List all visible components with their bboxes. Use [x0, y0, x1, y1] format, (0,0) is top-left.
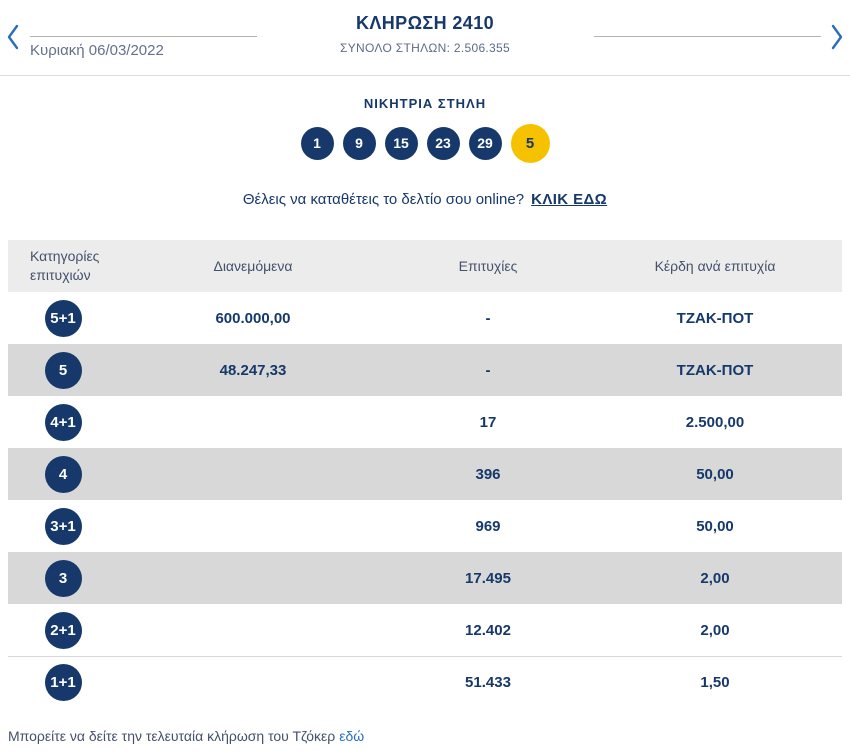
- prize-cell: 50,00: [696, 517, 734, 535]
- col-header-distributed: Διανεμόμενα: [213, 258, 293, 274]
- wins-cell: 17.495: [465, 569, 511, 587]
- cta-line: Θέλεις να καταθέτεις το δελτίο σου onlin…: [0, 191, 850, 208]
- wins-cell: 51.433: [465, 674, 511, 691]
- table-row: 2+1 12.402 2,00: [8, 604, 842, 656]
- number-ball: 1: [300, 126, 334, 160]
- next-arrow-icon[interactable]: [829, 24, 845, 50]
- prev-arrow-icon[interactable]: [5, 24, 21, 50]
- col-header-categories: Κατηγορίες επιτυχιών: [30, 248, 100, 283]
- cta-text: Θέλεις να καταθέτεις το δελτίο σου onlin…: [242, 191, 525, 208]
- category-badge: 4+1: [44, 403, 82, 441]
- number-ball: 23: [426, 126, 460, 160]
- wins-cell: 396: [475, 465, 501, 483]
- draw-header: ΚΛΗΡΩΣΗ 2410 ΣΥΝΟΛΟ ΣΤΗΛΩΝ: 2.506.355 Κυ…: [0, 0, 850, 76]
- col-header-prize: Κέρδη ανά επιτυχία: [654, 258, 776, 274]
- footer-text: Μπορείτε να δείτε την τελευταία κλήρωση …: [8, 728, 336, 744]
- cta-link[interactable]: ΚΛΙΚ ΕΔΩ: [531, 191, 608, 208]
- total-columns-label: ΣΥΝΟΛΟ ΣΤΗΛΩΝ: 2.506.355: [340, 41, 510, 55]
- table-row: 4+1 17 2.500,00: [8, 396, 842, 448]
- table-row: 3+1 969 50,00: [8, 500, 842, 552]
- draw-title: ΚΛΗΡΩΣΗ 2410: [355, 13, 495, 33]
- wins-cell: -: [485, 309, 491, 327]
- winning-column-title: ΝΙΚΗΤΡΙΑ ΣΤΗΛΗ: [363, 96, 487, 111]
- category-badge: 2+1: [44, 611, 82, 649]
- wins-cell: 969: [475, 517, 501, 535]
- wins-cell: 17: [479, 413, 497, 431]
- table-row: 4 396 50,00: [8, 448, 842, 500]
- category-badge: 5: [44, 351, 82, 389]
- results-table: Κατηγορίες επιτυχιών Διανεμόμενα Επιτυχί…: [8, 240, 842, 708]
- footer: Μπορείτε να δείτε την τελευταία κλήρωση …: [8, 728, 842, 744]
- wins-cell: -: [485, 361, 491, 379]
- col-header-wins: Επιτυχίες: [458, 258, 518, 274]
- distributed-cell: 600.000,00: [215, 309, 291, 327]
- prize-cell: 2,00: [700, 621, 730, 639]
- wins-cell: 12.402: [465, 621, 511, 639]
- draw-date: Κυριακή 06/03/2022: [30, 42, 164, 59]
- category-badge: 4: [44, 455, 82, 493]
- prize-cell: 2,00: [700, 569, 730, 587]
- joker-ball: 5: [510, 123, 550, 163]
- winning-numbers: 1 9 15 23 29 5: [0, 123, 850, 163]
- table-header-row: Κατηγορίες επιτυχιών Διανεμόμενα Επιτυχί…: [8, 240, 842, 292]
- prize-cell: 1,50: [700, 674, 730, 691]
- category-badge: 5+1: [44, 299, 82, 337]
- category-badge: 3: [44, 559, 82, 597]
- number-ball: 29: [468, 126, 502, 160]
- prize-cell: 50,00: [696, 465, 734, 483]
- divider-line-right: [594, 36, 821, 37]
- table-row: 3 17.495 2,00: [8, 552, 842, 604]
- category-badge: 3+1: [44, 507, 82, 545]
- number-ball: 15: [384, 126, 418, 160]
- number-ball: 9: [342, 126, 376, 160]
- prize-cell: ΤΖΑΚ-ΠΟΤ: [676, 309, 754, 327]
- divider-line-left: [30, 36, 257, 37]
- distributed-cell: 48.247,33: [219, 361, 287, 379]
- table-row: 1+1 51.433 1,50: [8, 656, 842, 708]
- table-row: 5 48.247,33 - ΤΖΑΚ-ΠΟΤ: [8, 344, 842, 396]
- prize-cell: 2.500,00: [685, 413, 745, 431]
- prize-cell: ΤΖΑΚ-ΠΟΤ: [676, 361, 754, 379]
- category-badge: 1+1: [44, 664, 82, 701]
- footer-link[interactable]: εδώ: [339, 728, 365, 744]
- table-row: 5+1 600.000,00 - ΤΖΑΚ-ΠΟΤ: [8, 292, 842, 344]
